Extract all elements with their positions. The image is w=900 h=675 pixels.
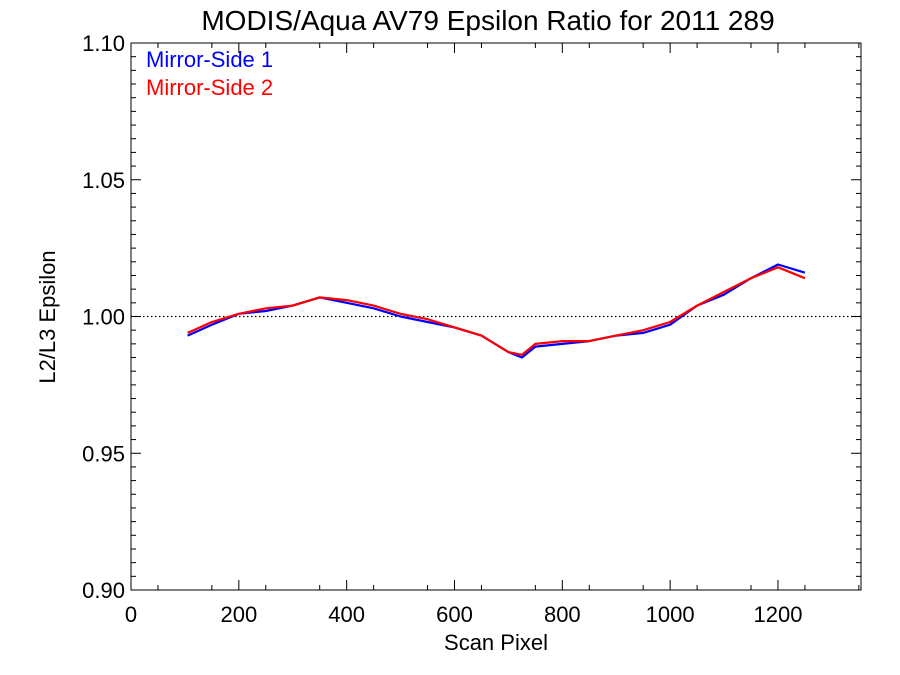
y-tick-label: 0.95: [82, 441, 125, 466]
x-axis-label: Scan Pixel: [444, 630, 548, 655]
x-tick-label: 600: [436, 602, 473, 627]
x-tick-label: 400: [328, 602, 365, 627]
y-tick-label: 0.90: [82, 578, 125, 603]
x-tick-label: 0: [125, 602, 137, 627]
y-tick-label: 1.05: [82, 168, 125, 193]
x-tick-label: 1200: [753, 602, 802, 627]
y-axis-label: L2/L3 Epsilon: [35, 250, 60, 383]
legend: Mirror-Side 1 Mirror-Side 2: [146, 47, 273, 100]
x-tick-label: 200: [220, 602, 257, 627]
y-tick-label: 1.00: [82, 305, 125, 330]
x-tick-label: 1000: [646, 602, 695, 627]
legend-entry-mirror-side-2: Mirror-Side 2: [146, 75, 273, 100]
y-tick-label: 1.10: [82, 31, 125, 56]
series-line-mirror-side-2: [187, 266, 806, 356]
legend-entry-mirror-side-1: Mirror-Side 1: [146, 47, 273, 72]
x-tick-label: 800: [544, 602, 581, 627]
chart-title: MODIS/Aqua AV79 Epsilon Ratio for 2011 2…: [201, 5, 774, 36]
